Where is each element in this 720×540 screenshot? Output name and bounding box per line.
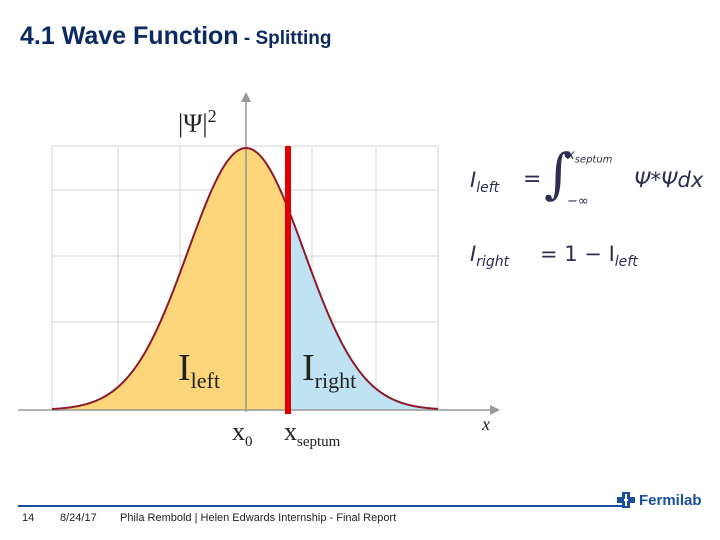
slide-title-main: 4.1 Wave Function [20,22,239,50]
slide-title: 4.1 Wave Function - Splitting [20,22,331,51]
slide-title-sub: - Splitting [238,28,332,49]
page-number: 14 [22,512,35,524]
i-right-label: Iright [302,347,356,393]
footer-credit: Phila Rembold | Helen Edwards Internship… [120,512,397,524]
probability-density-curve [51,146,439,410]
left-area-fill [52,148,288,410]
eq1-lhs: Ileft [470,168,500,197]
eq1-equals: = [523,167,542,192]
eq2-rhs: = 1 − Ileft [540,242,638,271]
equation-left: Ileft = ∫ xseptum −∞ Ψ*Ψdx [470,142,715,218]
footer-date: 8/24/17 [60,512,97,524]
i-left-label: Ileft [178,347,220,393]
footer-divider [18,505,630,507]
eq2-lhs: Iright [470,242,510,271]
x0-label: x0 [232,417,253,450]
fermilab-logo: Fermilab [615,490,702,510]
fermilab-logo-text: Fermilab [639,491,702,509]
septum-line [285,146,291,414]
equation-right: Iright = 1 − Ileft [470,240,715,280]
integral-upper-limit: xseptum [567,148,613,166]
right-area-fill [288,208,438,410]
fermilab-logo-icon [617,492,635,508]
y-axis-arrow [241,92,251,102]
y-axis-label: |Ψ|2 [178,106,217,138]
integrand: Ψ*Ψdx [634,168,704,192]
integral-lower-limit: −∞ [567,194,589,209]
integral-sign: ∫ [544,142,573,205]
x-axis-label: x [481,414,490,434]
x-septum-label: xseptum [284,417,341,450]
x-axis-arrow [490,405,500,415]
